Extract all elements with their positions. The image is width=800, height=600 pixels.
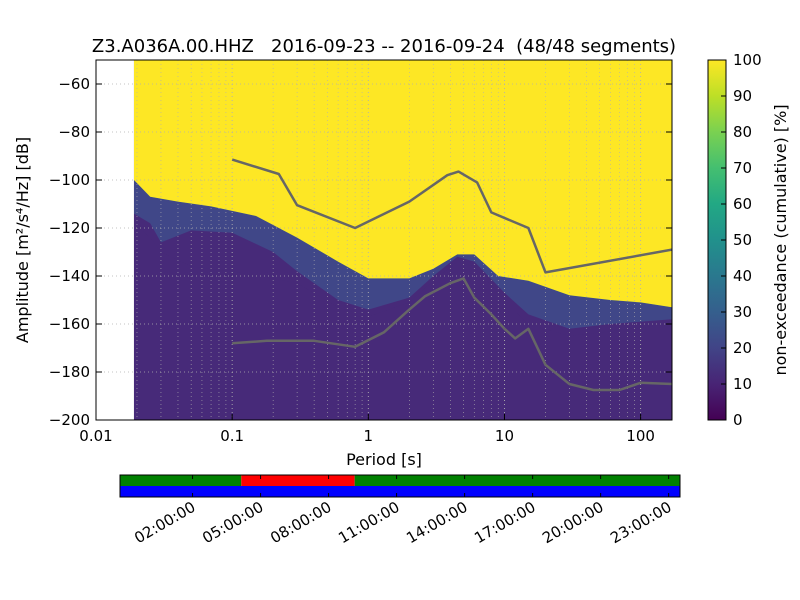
colorbar-tick-label: 70 (733, 159, 752, 177)
plot-frame (95, 59, 673, 421)
colorbar-tick-label: 40 (733, 267, 752, 285)
timeline-segment (241, 475, 355, 486)
timeline-segment (120, 486, 680, 497)
colorbar-tick-label: 80 (733, 123, 752, 141)
x-axis-ticks: 0.01 0.1 1 10 100 (79, 414, 655, 445)
timeline-tick-label: 14:00:00 (403, 498, 470, 547)
x-tick-label: 10 (495, 427, 514, 445)
segment-timeline (119, 474, 681, 498)
x-axis-label: Period [s] (346, 450, 422, 469)
timeline-tick-label: 08:00:00 (267, 498, 334, 547)
timeline-segment (354, 475, 680, 486)
timeline-segment (120, 475, 242, 486)
colorbar-tick-label: 20 (733, 339, 752, 357)
timeline-tick-label: 20:00:00 (539, 498, 606, 547)
y-tick-label: −80 (58, 123, 90, 141)
y-axis-ticks: −60 −80 −100 −120 −140 −160 −180 −200 (49, 75, 672, 429)
colorbar: 0 10 20 30 40 50 60 70 80 90 100 (707, 51, 762, 429)
colorbar-tick-label: 30 (733, 303, 752, 321)
y-axis-label: Amplitude [m²/s⁴/Hz] [dB] (13, 137, 32, 343)
colorbar-tick-label: 50 (733, 231, 752, 249)
noise-model-lines (231, 158, 672, 392)
timeline-tick-label: 02:00:00 (131, 498, 198, 547)
colorbar-ticks: 0 10 20 30 40 50 60 70 80 90 100 (721, 51, 762, 429)
colorbar-label: non-exceedance (cumulative) [%] (771, 104, 790, 375)
heatmap-plot: 0.01 0.1 1 10 100 −60 −80 −100 −120 −140 −160 −180… (49, 59, 673, 445)
y-tick-label: −120 (49, 219, 90, 237)
y-tick-label: −160 (49, 315, 90, 333)
timeline-tick-label: 23:00:00 (607, 498, 674, 547)
density-band-high (134, 60, 672, 308)
timeline-frame (119, 474, 681, 498)
colorbar-tick-label: 10 (733, 375, 752, 393)
y-tick-label: −180 (49, 363, 90, 381)
x-tick-label: 0.1 (220, 427, 244, 445)
colorbar-tick-label: 0 (733, 411, 743, 429)
x-tick-label: 1 (364, 427, 374, 445)
timeline-tick-label: 05:00:00 (199, 498, 266, 547)
timeline-tick-label: 11:00:00 (335, 498, 402, 547)
timeline-tick-label: 17:00:00 (471, 498, 538, 547)
y-tick-label: −140 (49, 267, 90, 285)
colorbar-tick-label: 90 (733, 87, 752, 105)
y-tick-label: −100 (49, 171, 90, 189)
colorbar-tick-label: 100 (733, 51, 762, 69)
density-bands (133, 60, 672, 420)
chart-title: Z3.A036A.00.HHZ 2016-09-23 -- 2016-09-24… (92, 36, 676, 57)
colorbar-tick-label: 60 (733, 195, 752, 213)
noise-model-high-line (231, 158, 672, 274)
x-tick-label: 100 (626, 427, 655, 445)
noise-model-low-line (232, 277, 672, 392)
x-tick-label: 0.01 (79, 427, 112, 445)
y-tick-label: −200 (49, 411, 90, 429)
y-tick-label: −60 (58, 75, 90, 93)
